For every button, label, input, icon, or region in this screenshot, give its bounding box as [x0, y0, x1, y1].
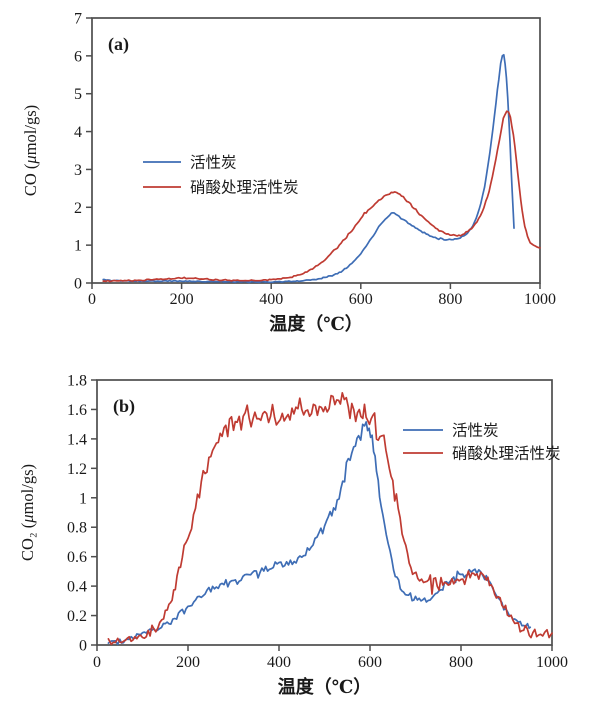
- chart-b: 0 200 400 600 800 1000 0 0.2 0.4 0.6 0.8 1 1.2 1.4 1.6…: [0, 350, 600, 713]
- y-tick-label: 1.8: [67, 373, 87, 390]
- y-tick-label: 2: [74, 200, 82, 217]
- series-line-1: [107, 392, 553, 646]
- y-tick-label: 5: [74, 86, 82, 103]
- y-tick-label: 0: [74, 276, 82, 293]
- x-tick-label: 600: [349, 291, 373, 308]
- y-tick-label: 1: [74, 238, 82, 255]
- panel-label: (a): [108, 34, 129, 55]
- x-tick-label: 0: [88, 291, 96, 308]
- legend-item-label: 活性炭: [452, 422, 499, 440]
- x-tick-label: 200: [176, 654, 200, 671]
- legend-item-label: 硝酸处理活性炭: [452, 445, 561, 463]
- x-tick-label: 0: [93, 654, 101, 671]
- y-tick-label: 0.4: [67, 579, 87, 596]
- chart-a: 0 200 400 600 800 1000 0 1 2 3 4 5 6 7 CO (μmol/gs) 温度（…: [0, 0, 600, 350]
- y-tick-label: 4: [74, 124, 82, 141]
- y-tick-label: 0.6: [67, 549, 87, 566]
- x-tick-label: 400: [259, 291, 283, 308]
- legend-item-label: 活性炭: [190, 154, 237, 172]
- x-tick-label: 200: [170, 291, 194, 308]
- y-tick-label: 0: [79, 638, 87, 655]
- x-tick-label: 800: [438, 291, 462, 308]
- x-tick-label: 600: [358, 654, 382, 671]
- y-tick-label: 3: [74, 162, 82, 179]
- series-line-0: [107, 421, 532, 646]
- x-tick-label: 1000: [524, 291, 556, 308]
- x-tick-label: 800: [449, 654, 473, 671]
- x-axis-title: 温度（℃）: [278, 676, 372, 697]
- plot-border: [96, 379, 553, 646]
- y-tick-label: 1.6: [67, 402, 87, 419]
- chart-b-canvas: 0 200 400 600 800 1000 0 0.2 0.4 0.6 0.8 1 1.2 1.4 1.6…: [18, 373, 568, 698]
- y-tick-label: 0.2: [67, 608, 87, 625]
- x-axis-title: 温度（℃）: [269, 313, 363, 334]
- y-tick-label: 1.2: [67, 461, 87, 478]
- series-line-0: [102, 53, 515, 284]
- y-tick-label: 1.4: [67, 431, 87, 448]
- legend-item-label: 硝酸处理活性炭: [190, 179, 299, 197]
- y-axis-title: CO (μmol/gs): [21, 105, 40, 196]
- x-tick-label: 400: [267, 654, 291, 671]
- series-line-1: [102, 110, 541, 283]
- y-tick-label: 0.8: [67, 520, 87, 537]
- y-tick-label: 7: [74, 11, 82, 28]
- x-tick-label: 1000: [536, 654, 568, 671]
- y-tick-label: 1: [79, 490, 87, 507]
- chart-a-canvas: 0 200 400 600 800 1000 0 1 2 3 4 5 6 7 CO (μmol/gs) 温度（…: [21, 11, 556, 335]
- y-axis-title: CO₂ (μmol/gs): [18, 464, 37, 561]
- plot-border: [91, 17, 541, 284]
- panel-label: (b): [113, 396, 135, 417]
- y-tick-label: 6: [74, 48, 82, 65]
